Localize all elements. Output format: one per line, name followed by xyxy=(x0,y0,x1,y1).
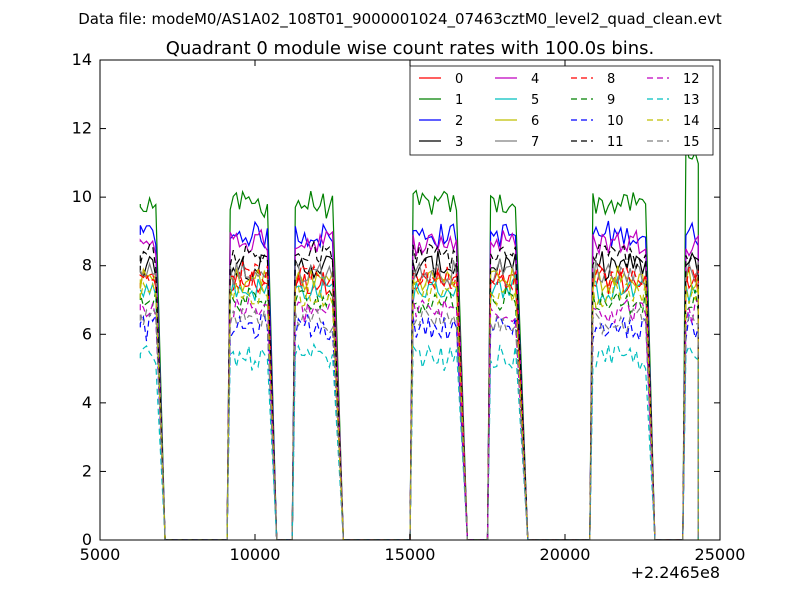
x-tick-label: 20000 xyxy=(540,545,591,564)
legend-label-1: 1 xyxy=(455,93,463,108)
legend-label-13: 13 xyxy=(683,93,700,108)
series-line-4 xyxy=(139,228,699,540)
legend-label-10: 10 xyxy=(607,114,624,129)
legend-label-8: 8 xyxy=(607,72,615,87)
y-tick-label: 4 xyxy=(82,393,92,412)
y-tick-label: 14 xyxy=(72,50,92,69)
y-tick-label: 6 xyxy=(82,324,92,343)
legend-label-3: 3 xyxy=(455,135,463,150)
legend-label-11: 11 xyxy=(607,135,624,150)
legend-label-7: 7 xyxy=(531,135,539,150)
legend-label-6: 6 xyxy=(531,114,539,129)
legend-label-5: 5 xyxy=(531,93,539,108)
legend-label-9: 9 xyxy=(607,93,615,108)
series-line-9 xyxy=(139,287,699,540)
series-line-0 xyxy=(139,267,699,540)
series-layer xyxy=(139,146,699,540)
chart-title: Quadrant 0 module wise count rates with … xyxy=(166,38,655,59)
y-tick-label: 2 xyxy=(82,461,92,480)
legend-label-12: 12 xyxy=(683,72,700,87)
series-line-12 xyxy=(139,296,699,540)
series-line-14 xyxy=(139,278,699,540)
legend-label-14: 14 xyxy=(683,114,700,129)
y-tick-label: 12 xyxy=(72,119,92,138)
data-file-header: Data file: modeM0/AS1A02_108T01_90000010… xyxy=(78,10,722,29)
series-line-2 xyxy=(139,220,699,540)
y-tick-label: 0 xyxy=(82,530,92,549)
series-line-13 xyxy=(139,342,699,540)
series-line-10 xyxy=(139,312,699,540)
x-tick-label: 10000 xyxy=(230,545,281,564)
legend-label-15: 15 xyxy=(683,135,700,150)
series-line-3 xyxy=(139,250,699,540)
x-tick-label: 5000 xyxy=(80,545,121,564)
series-line-5 xyxy=(139,273,699,540)
x-offset-label: +2.2465e8 xyxy=(631,563,720,582)
legend-box xyxy=(409,65,714,156)
series-line-8 xyxy=(139,259,699,540)
x-tick-label: 15000 xyxy=(385,545,436,564)
x-tick-label: 25000 xyxy=(695,545,746,564)
legend-label-2: 2 xyxy=(455,114,463,129)
y-tick-label: 10 xyxy=(72,187,92,206)
series-line-11 xyxy=(139,239,699,540)
series-line-7 xyxy=(139,257,699,540)
series-line-15 xyxy=(139,307,699,540)
series-line-1 xyxy=(139,146,699,540)
y-tick-label: 8 xyxy=(82,256,92,275)
legend-label-0: 0 xyxy=(455,72,463,87)
legend-label-4: 4 xyxy=(531,72,539,87)
